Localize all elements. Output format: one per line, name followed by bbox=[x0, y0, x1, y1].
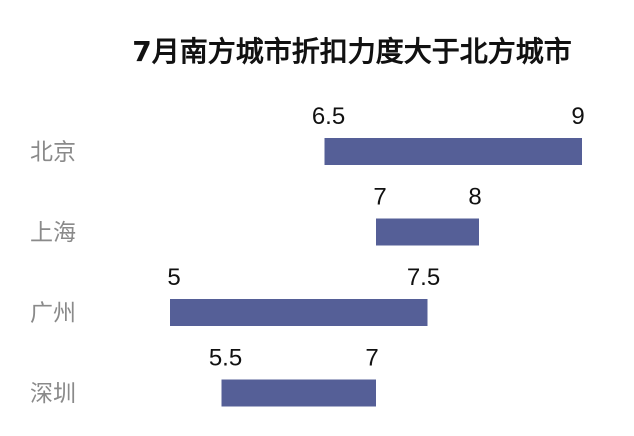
low-value-label: 6.5 bbox=[312, 103, 345, 130]
category-label: 广州 bbox=[30, 301, 76, 327]
chart-title: 7月南方城市折扣力度大于北方城市 bbox=[132, 35, 571, 68]
range-bar bbox=[324, 138, 582, 165]
range-bar bbox=[376, 218, 479, 246]
high-value-label: 7 bbox=[365, 345, 378, 372]
category-label: 上海 bbox=[30, 220, 76, 246]
low-value-label: 7 bbox=[373, 184, 386, 211]
low-value-label: 5 bbox=[167, 264, 180, 291]
range-bar bbox=[221, 379, 376, 407]
high-value-label: 7.5 bbox=[407, 264, 440, 291]
range-bar bbox=[170, 299, 428, 326]
chart-rows: 北京 6.5 9 上海 7 8 广州 5 7.5 深圳 5.5 7 bbox=[30, 103, 585, 407]
category-label: 北京 bbox=[30, 140, 76, 166]
low-value-label: 5.5 bbox=[209, 345, 242, 372]
category-label: 深圳 bbox=[30, 381, 76, 407]
high-value-label: 9 bbox=[571, 103, 584, 130]
high-value-label: 8 bbox=[468, 184, 481, 211]
